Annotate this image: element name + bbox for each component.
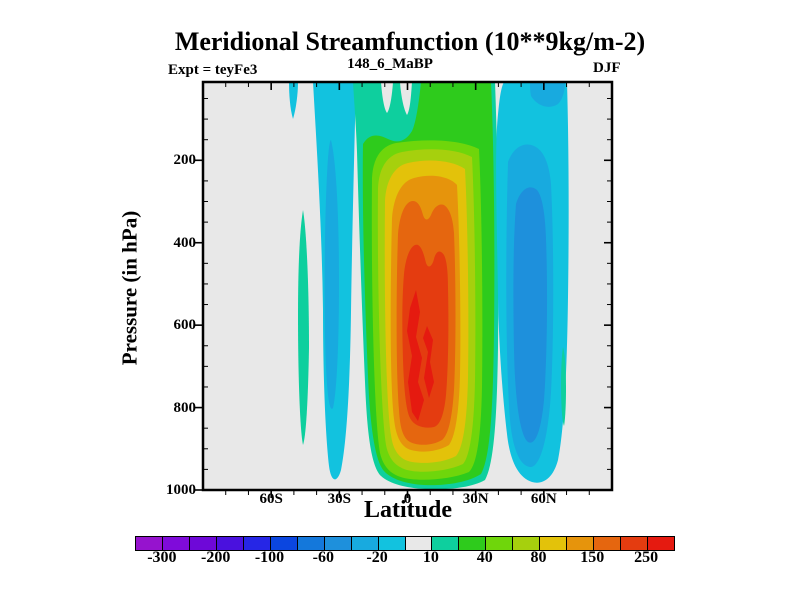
colorbar-label: -200: [201, 549, 231, 566]
northern-top-blue-patch: [530, 82, 565, 107]
x-axis-title: Latitude: [363, 497, 453, 523]
colorbar-segment: [324, 537, 352, 550]
y-tick-label: 600: [173, 317, 197, 334]
colorbar-label: 10: [422, 549, 439, 566]
colorbar-segment: [162, 537, 190, 550]
top-notch-right: [400, 82, 412, 115]
hadley-cell-core-red: [407, 290, 424, 421]
x-tick-label: 30N: [462, 491, 489, 507]
colorbar-label: -20: [366, 549, 388, 566]
colorbar-segment: [297, 537, 325, 550]
season-label: DJF: [593, 60, 621, 76]
southern-weak-positive-band: [298, 210, 309, 445]
colorbar-segment: [513, 537, 541, 550]
x-tick-label: 0: [403, 491, 412, 507]
colorbar-label: -60: [312, 549, 334, 566]
y-tick-label: 400: [173, 234, 197, 251]
northern-negative-cell-core: [513, 187, 548, 443]
colorbar-label: 250: [634, 549, 659, 566]
colorbar-label: 80: [530, 549, 547, 566]
colorbar-segment: [459, 537, 487, 550]
y-tick-label: 200: [173, 152, 197, 169]
colorbar-segment: [486, 537, 514, 550]
run-id-label: 148_6_MaBP: [347, 56, 433, 72]
y-tick-label: 800: [173, 399, 197, 416]
colorbar-segment: [594, 537, 622, 550]
colorbar-label: 150: [580, 549, 605, 566]
top-notch-left: [381, 82, 393, 113]
south-polar-cyan-finger: [289, 82, 298, 119]
x-tick-label: 30S: [327, 491, 351, 507]
axis-ticks: [194, 82, 612, 498]
chart-title: Meridional Streamfunction (10**9kg/m-2): [174, 27, 646, 56]
southern-negative-cell-core: [324, 140, 339, 409]
colorbar-label: -100: [254, 549, 285, 566]
colorbar-segment: [540, 537, 568, 550]
y-tick-label: 1000: [166, 482, 196, 498]
x-tick-label: 60N: [530, 491, 557, 507]
northern-weak-positive-sliver: [561, 347, 566, 426]
colorbar-segment: [136, 537, 163, 550]
contour-plot: [194, 80, 614, 498]
colorbar-segment: [621, 537, 649, 550]
colorbar-segment: [189, 537, 217, 550]
colorbar-segment: [432, 537, 460, 550]
colorbar-segment: [648, 537, 675, 550]
experiment-label: Expt = teyFe3: [168, 62, 258, 78]
colorbar-segment: [351, 537, 379, 550]
colorbar-label: 40: [476, 549, 493, 566]
hadley-cell-core-red-2: [423, 326, 434, 398]
x-tick-label: 60S: [259, 491, 283, 507]
colorbar-segment: [216, 537, 244, 550]
y-axis-title: Pressure (in hPa): [117, 210, 142, 366]
colorbar: [135, 536, 675, 551]
colorbar-segment: [378, 537, 406, 550]
colorbar-label: -300: [147, 549, 177, 566]
colorbar-segment: [243, 537, 271, 550]
colorbar-segment: [270, 537, 298, 550]
colorbar-segment: [405, 537, 433, 550]
colorbar-segment: [567, 537, 595, 550]
